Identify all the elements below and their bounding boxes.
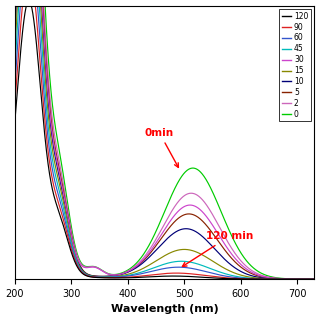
Line: 10: 10 (15, 0, 315, 279)
0 (249, 264, 253, 268)
120 (28, 0, 32, 4)
5 (159, 237, 163, 241)
60 (13, 85, 17, 89)
90 (304, 277, 308, 281)
15 (304, 277, 308, 281)
120 (304, 277, 308, 281)
30 (13, 24, 17, 28)
Line: 60: 60 (15, 0, 315, 279)
Line: 90: 90 (15, 0, 315, 279)
45 (13, 68, 17, 72)
45 (313, 277, 316, 281)
2 (304, 277, 308, 281)
45 (304, 277, 308, 281)
2 (151, 243, 155, 247)
15 (159, 256, 163, 260)
Text: 0min: 0min (145, 128, 178, 167)
0 (304, 277, 308, 281)
2 (304, 277, 308, 281)
60 (159, 267, 163, 271)
90 (313, 277, 316, 281)
60 (304, 277, 308, 281)
45 (249, 276, 253, 280)
45 (159, 263, 163, 267)
60 (313, 277, 316, 281)
45 (151, 266, 155, 270)
0 (159, 219, 163, 223)
Line: 45: 45 (15, 0, 315, 279)
5 (304, 277, 308, 281)
Text: 120 min: 120 min (182, 231, 253, 267)
5 (313, 277, 316, 281)
90 (151, 273, 155, 277)
30 (304, 277, 308, 281)
90 (304, 277, 308, 281)
Line: 30: 30 (15, 0, 315, 279)
15 (313, 277, 316, 281)
2 (249, 268, 253, 272)
15 (13, 50, 17, 54)
5 (13, 15, 17, 19)
10 (313, 277, 316, 281)
5 (151, 248, 155, 252)
60 (249, 277, 253, 281)
30 (249, 270, 253, 274)
15 (249, 276, 253, 279)
Line: 0: 0 (15, 0, 315, 279)
Legend: 120, 90, 60, 45, 30, 15, 10, 5, 2, 0: 120, 90, 60, 45, 30, 15, 10, 5, 2, 0 (279, 9, 311, 121)
120 (13, 120, 17, 124)
15 (304, 277, 308, 281)
Line: 120: 120 (15, 1, 315, 279)
120 (249, 277, 253, 281)
30 (151, 246, 155, 250)
120 (313, 277, 316, 281)
0 (313, 277, 316, 281)
5 (304, 277, 308, 281)
90 (159, 272, 163, 276)
10 (159, 243, 163, 247)
2 (159, 229, 163, 233)
30 (313, 277, 316, 281)
2 (13, 0, 17, 2)
120 (151, 275, 155, 279)
Line: 5: 5 (15, 0, 315, 279)
15 (151, 261, 155, 265)
Line: 15: 15 (15, 0, 315, 279)
60 (304, 277, 308, 281)
10 (304, 277, 308, 281)
90 (249, 277, 253, 281)
120 (27, 0, 31, 3)
0 (151, 236, 155, 240)
Line: 2: 2 (15, 0, 315, 279)
90 (13, 103, 17, 107)
10 (304, 277, 308, 281)
30 (304, 277, 308, 281)
10 (249, 274, 253, 277)
0 (304, 277, 308, 281)
2 (313, 277, 316, 281)
30 (159, 234, 163, 238)
120 (304, 277, 308, 281)
10 (13, 33, 17, 37)
60 (151, 269, 155, 273)
45 (304, 277, 308, 281)
X-axis label: Wavelength (nm): Wavelength (nm) (111, 304, 219, 315)
5 (249, 271, 253, 275)
10 (151, 252, 155, 256)
120 (159, 274, 163, 278)
